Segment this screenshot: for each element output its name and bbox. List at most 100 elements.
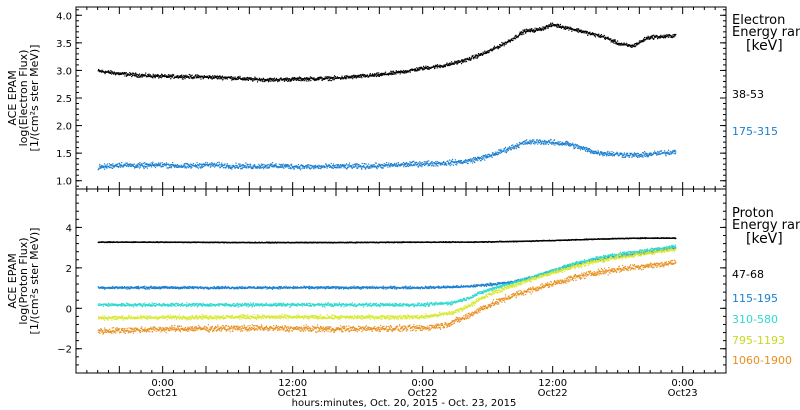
point-175-315 — [248, 166, 250, 168]
point-38-53 — [659, 37, 661, 39]
point-38-53 — [334, 76, 337, 78]
point-175-315 — [310, 165, 313, 167]
point-175-315 — [473, 158, 475, 161]
point-38-53 — [255, 79, 257, 81]
point-38-53 — [200, 78, 202, 80]
point-175-315 — [600, 151, 602, 153]
point-175-315 — [101, 167, 103, 169]
point-38-53 — [525, 30, 527, 32]
point-175-315 — [550, 139, 552, 141]
point-175-315 — [319, 165, 322, 167]
point-38-53 — [170, 76, 172, 78]
point-175-315 — [492, 152, 494, 154]
point-175-315 — [544, 141, 547, 143]
point-175-315 — [673, 153, 675, 155]
point-38-53 — [526, 28, 528, 30]
point-175-315 — [549, 142, 551, 144]
point-38-53 — [236, 78, 238, 80]
point-175-315 — [123, 163, 125, 165]
point-175-315 — [331, 166, 333, 168]
point-38-53 — [514, 36, 516, 38]
point-175-315 — [295, 166, 298, 168]
point-38-53 — [527, 29, 530, 31]
point-38-53 — [528, 30, 531, 32]
point-38-53 — [625, 44, 627, 46]
point-175-315 — [341, 164, 343, 167]
point-47-68 — [317, 241, 319, 243]
point-175-315 — [142, 162, 145, 164]
point-38-53 — [341, 77, 343, 79]
point-38-53 — [426, 65, 429, 68]
point-175-315 — [116, 163, 118, 166]
point-175-315 — [385, 162, 388, 164]
point-38-53 — [463, 59, 466, 61]
point-175-315 — [144, 162, 146, 164]
point-175-315 — [608, 154, 611, 156]
point-175-315 — [639, 155, 641, 158]
point-175-315 — [314, 164, 316, 167]
point-175-315 — [402, 163, 404, 165]
point-175-315 — [313, 165, 315, 167]
point-175-315 — [644, 153, 646, 155]
point-38-53 — [313, 78, 315, 80]
point-175-315 — [645, 153, 647, 155]
point-175-315 — [329, 165, 331, 167]
point-175-315 — [611, 151, 613, 153]
point-175-315 — [106, 167, 108, 169]
point-175-315 — [427, 163, 429, 165]
point-38-53 — [650, 37, 652, 40]
point-175-315 — [313, 168, 315, 170]
point-38-53 — [543, 26, 545, 29]
point-38-53 — [306, 77, 308, 79]
point-175-315 — [636, 156, 639, 158]
point-38-53 — [476, 57, 478, 59]
point-175-315 — [162, 165, 164, 168]
point-38-53 — [104, 72, 106, 75]
point-38-53 — [560, 26, 562, 28]
point-175-315 — [148, 164, 150, 166]
point-38-53 — [384, 73, 386, 76]
point-175-315 — [249, 166, 251, 168]
point-38-53 — [206, 75, 209, 78]
point-38-53 — [119, 73, 121, 75]
point-38-53 — [188, 77, 191, 79]
point-175-315 — [570, 145, 572, 147]
point-175-315 — [218, 164, 220, 166]
point-175-315 — [419, 163, 421, 166]
point-175-315 — [251, 167, 253, 169]
point-175-315 — [261, 164, 263, 167]
point-175-315 — [502, 150, 505, 152]
point-38-53 — [540, 29, 542, 32]
point-175-315 — [299, 167, 301, 169]
point-175-315 — [435, 163, 437, 165]
point-175-315 — [126, 165, 128, 167]
point-175-315 — [105, 164, 107, 166]
point-175-315 — [249, 165, 251, 167]
point-38-53 — [330, 80, 332, 82]
point-175-315 — [655, 152, 657, 154]
point-175-315 — [493, 154, 495, 156]
point-175-315 — [168, 164, 170, 167]
point-175-315 — [660, 153, 662, 155]
point-175-315 — [126, 162, 128, 164]
point-38-53 — [559, 25, 561, 27]
point-38-53 — [543, 28, 546, 30]
point-47-68 — [268, 241, 271, 243]
point-38-53 — [258, 77, 261, 79]
point-38-53 — [376, 72, 378, 74]
point-38-53 — [123, 71, 126, 74]
point-175-315 — [461, 161, 463, 164]
point-38-53 — [575, 30, 577, 32]
point-38-53 — [213, 76, 215, 78]
point-175-315 — [270, 163, 272, 165]
point-38-53 — [350, 77, 352, 79]
point-38-53 — [563, 27, 565, 29]
point-38-53 — [212, 75, 214, 77]
point-175-315 — [113, 165, 115, 167]
point-175-315 — [333, 165, 335, 167]
point-175-315 — [143, 165, 146, 167]
point-175-315 — [567, 143, 569, 146]
point-38-53 — [256, 81, 259, 83]
point-38-53 — [150, 76, 152, 78]
point-175-315 — [189, 166, 191, 168]
